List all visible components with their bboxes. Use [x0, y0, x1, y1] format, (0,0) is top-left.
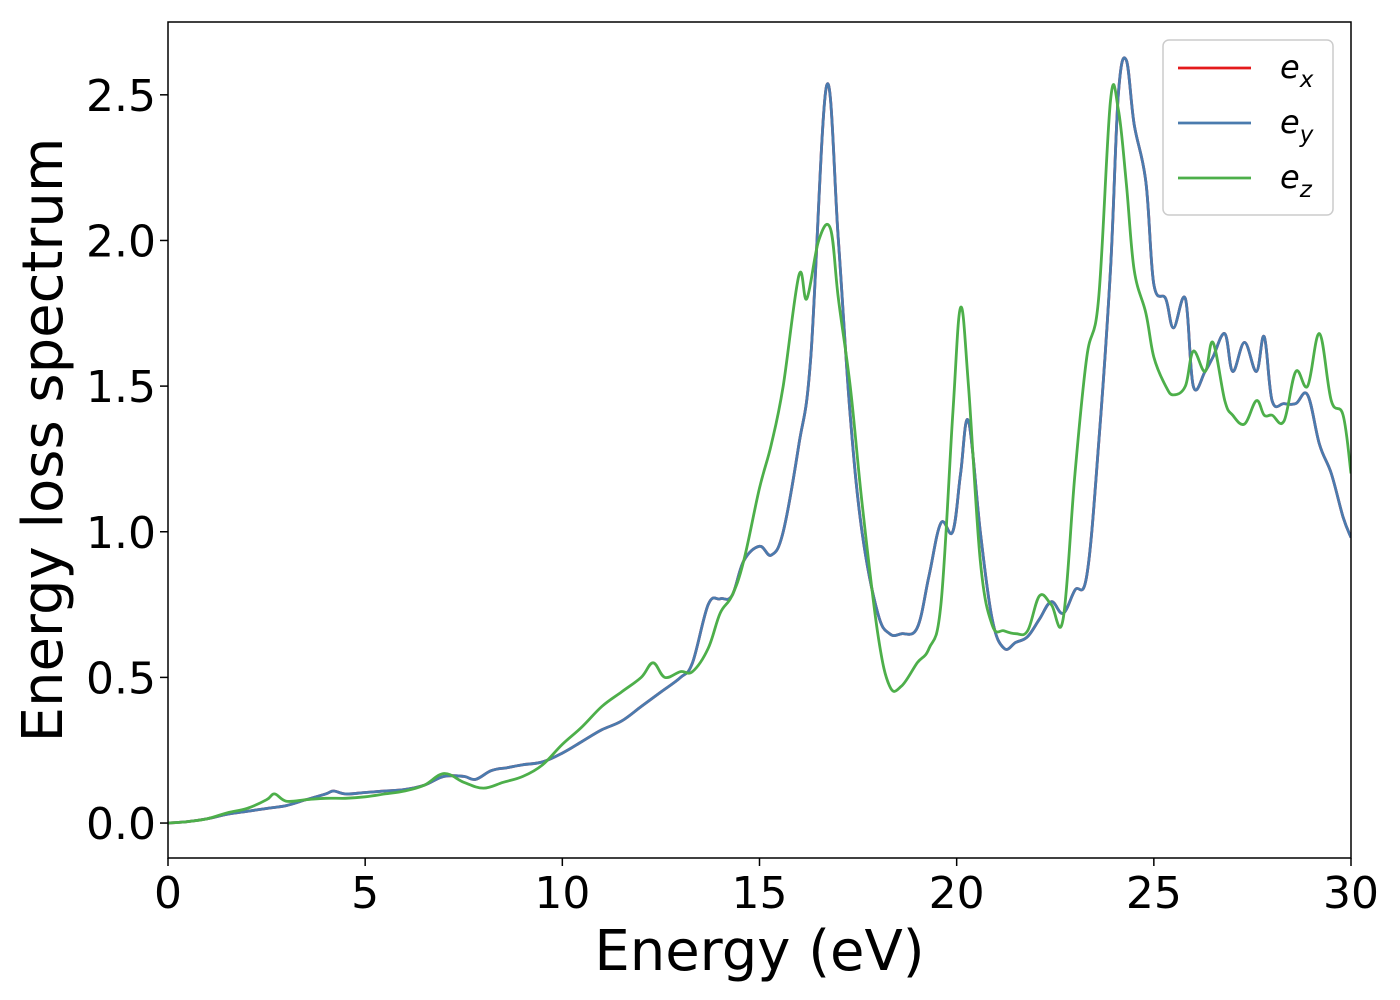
series-line-z — [168, 83, 1351, 825]
ticks-layer: 0 5 10 15 20 25 30 0.0 0.5 1.0 1.5 2.0 2.5 — [86, 71, 1379, 919]
x-tick-label: 25 — [1126, 868, 1182, 919]
y-tick-label: 1.5 — [86, 362, 156, 413]
y-tick-label: 0.5 — [86, 653, 156, 704]
x-tick-label: 30 — [1323, 868, 1379, 919]
legend-label-y: ey — [1280, 103, 1314, 148]
y-tick-label: 2.5 — [86, 71, 156, 122]
x-tick-label: 10 — [534, 868, 590, 919]
x-tick-label: 20 — [929, 868, 985, 919]
legend-label-sub: x — [1299, 67, 1314, 93]
legend-label-main: e — [1280, 48, 1300, 86]
legend-box — [1162, 39, 1334, 216]
legend-label-main: e — [1280, 158, 1300, 196]
y-tick-label: 2.0 — [86, 216, 156, 267]
legend-label-z: ez — [1280, 158, 1313, 203]
y-tick-label: 1.0 — [86, 508, 156, 559]
y-tick-label: 0.0 — [86, 799, 156, 850]
x-tick-label: 5 — [351, 868, 379, 919]
series-layer — [168, 56, 1351, 825]
legend-label-main: e — [1280, 103, 1300, 141]
legend-label-x: ex — [1280, 48, 1314, 93]
x-tick-label: 15 — [732, 868, 788, 919]
y-axis-label: Energy loss spectrum — [11, 138, 76, 743]
x-tick-label: 0 — [154, 868, 182, 919]
x-axis-label: Energy (eV) — [594, 919, 924, 984]
legend-label-sub: y — [1299, 122, 1314, 148]
legend-label-sub: z — [1299, 177, 1313, 203]
